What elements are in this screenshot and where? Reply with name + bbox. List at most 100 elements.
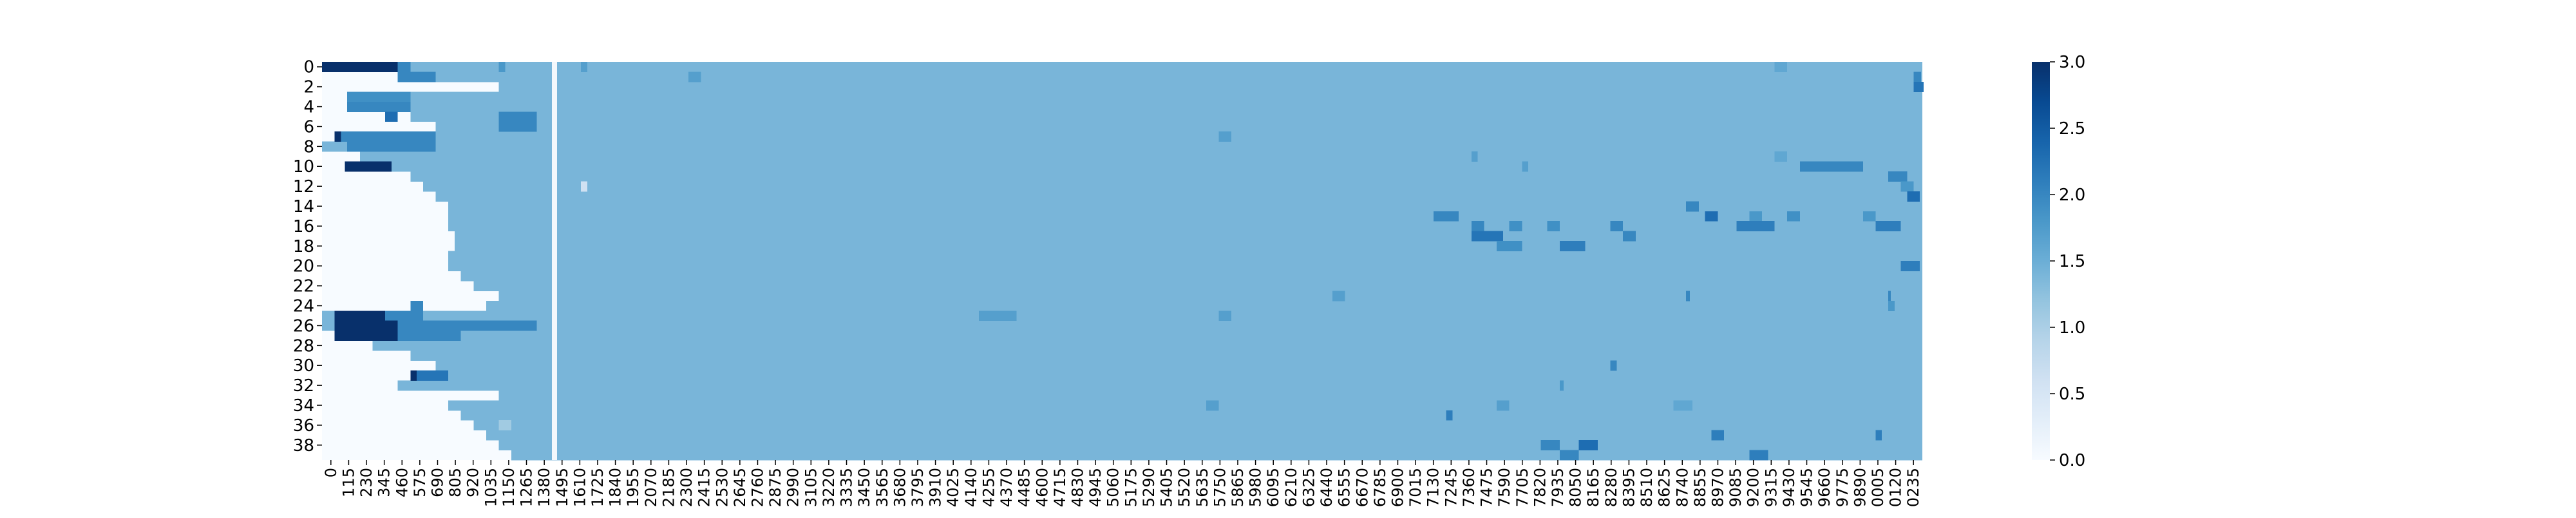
heatmap-cell (347, 101, 411, 112)
heatmap-cell (1218, 311, 1232, 321)
colorbar-tick-label: 1.0 (2059, 318, 2085, 338)
heatmap-row-15 (448, 211, 1922, 222)
heatmap-cell (498, 111, 537, 122)
x-tick-label: 1840 (607, 468, 625, 507)
y-tick-label: 6 (303, 117, 314, 137)
x-tick-label: 9775 (1833, 468, 1852, 507)
heatmap-cell (1446, 410, 1453, 421)
heatmap-cell (1705, 211, 1718, 222)
heatmap-cell (1686, 291, 1690, 302)
heatmap-cell (1673, 400, 1693, 411)
heatmap-cell (1332, 291, 1345, 302)
x-tick-label: 6670 (1353, 468, 1371, 507)
x-tick-label: 0 (322, 468, 340, 477)
heatmap-cell (385, 111, 398, 122)
heatmap-cell (1749, 450, 1768, 461)
y-tick-label: 34 (293, 396, 314, 416)
heatmap-cell (385, 311, 423, 321)
heatmap-row-28 (372, 340, 1922, 351)
heatmap-row-18 (454, 241, 1922, 252)
heatmap-row-1 (397, 72, 1922, 82)
x-tick-label: 3565 (873, 468, 891, 507)
x-tick-label: 6555 (1336, 468, 1354, 507)
x-tick-label: 5635 (1193, 468, 1211, 507)
x-tick-label: 7360 (1460, 468, 1478, 507)
heatmap-row-27 (359, 331, 1922, 341)
x-tick-label: 230 (357, 468, 375, 497)
heatmap-row-31 (410, 370, 1922, 381)
x-tick-label: 5750 (1211, 468, 1229, 507)
heatmap-cell (1560, 450, 1579, 461)
heatmap-row-13 (435, 191, 1923, 202)
heatmap-row-34 (448, 400, 1922, 411)
heatmap-cell (334, 331, 398, 341)
heatmap-row-5 (410, 111, 1922, 122)
y-tick-label: 12 (293, 177, 314, 197)
x-tick-label: 8625 (1656, 468, 1674, 507)
heatmap-cell (1799, 161, 1863, 172)
heatmap-cell (1900, 181, 1914, 192)
colorbar-tick-label: 0.0 (2059, 451, 2085, 470)
x-tick-label: 8970 (1709, 468, 1727, 507)
heatmap-cell (1578, 440, 1598, 451)
heatmap-row-10 (385, 161, 1922, 172)
heatmap-cell (581, 181, 587, 192)
heatmap-cell (322, 62, 398, 72)
heatmap-row-14 (448, 201, 1922, 212)
y-tick-label: 10 (293, 157, 314, 177)
x-tick-label: 5980 (1247, 468, 1265, 507)
y-tick-label: 2 (303, 78, 314, 97)
x-tick-label: 2300 (677, 468, 696, 507)
y-tick-label: 4 (303, 98, 314, 117)
y-tick-label: 18 (293, 237, 314, 256)
y-tick-label: 24 (293, 297, 314, 316)
x-tick-label: 1495 (553, 468, 571, 507)
x-tick-label: 2070 (642, 468, 660, 507)
x-tick-label: 1265 (518, 468, 536, 507)
x-tick-label: 9430 (1780, 468, 1798, 507)
x-tick-label: 5520 (1175, 468, 1193, 507)
x-tick-label: 1610 (571, 468, 589, 507)
x-tick-label: 3105 (802, 468, 820, 507)
heatmap-row-22 (473, 280, 1922, 291)
x-tick-label: 9660 (1815, 468, 1833, 507)
x-tick-label: 8050 (1567, 468, 1585, 507)
x-tick-label: 9890 (1851, 468, 1869, 507)
heatmap-cell (1787, 211, 1800, 222)
colorbar-tick-label: 0.5 (2059, 385, 2085, 404)
heatmap-cell (1875, 430, 1882, 441)
heatmap-row-16 (448, 221, 1922, 232)
x-tick-label: 115 (339, 468, 357, 497)
heatmap-row-20 (448, 261, 1922, 271)
x-tick-label: 3680 (891, 468, 909, 507)
x-tick-label: 805 (446, 468, 464, 497)
x-tick-label: 5175 (1122, 468, 1140, 507)
heatmap-cell (1900, 261, 1920, 271)
heatmap-cell (334, 320, 398, 331)
y-tick-label: 38 (293, 436, 314, 456)
x-tick-label: 7475 (1478, 468, 1496, 507)
x-tick-label: 920 (464, 468, 482, 497)
x-tick-label: 3220 (820, 468, 838, 507)
x-tick-label: 3335 (838, 468, 856, 507)
x-tick-label: 460 (393, 468, 411, 497)
heatmap-cell (347, 141, 436, 152)
heatmap-cell (345, 161, 392, 172)
heatmap-cell (410, 300, 423, 311)
x-tick-label: 0235 (1904, 468, 1922, 507)
heatmap-row-12 (422, 181, 1923, 192)
colorbar-tick-label: 1.5 (2059, 252, 2085, 271)
heatmap-row-24 (486, 300, 1922, 311)
x-tick-label: 6440 (1318, 468, 1336, 507)
x-tick-label: 5290 (1140, 468, 1158, 507)
x-tick-label: 2530 (713, 468, 731, 507)
heatmap-cell (1907, 191, 1920, 202)
x-tick-label: 9200 (1745, 468, 1763, 507)
heatmap-row-17 (454, 231, 1922, 242)
heatmap-row-8 (322, 141, 1922, 152)
heatmap-row-25 (322, 311, 1922, 321)
x-tick-label: 7935 (1549, 468, 1567, 507)
x-tick-label: 2645 (731, 468, 749, 507)
heatmap-row-35 (460, 410, 1922, 421)
x-tick-label: 6900 (1388, 468, 1406, 507)
